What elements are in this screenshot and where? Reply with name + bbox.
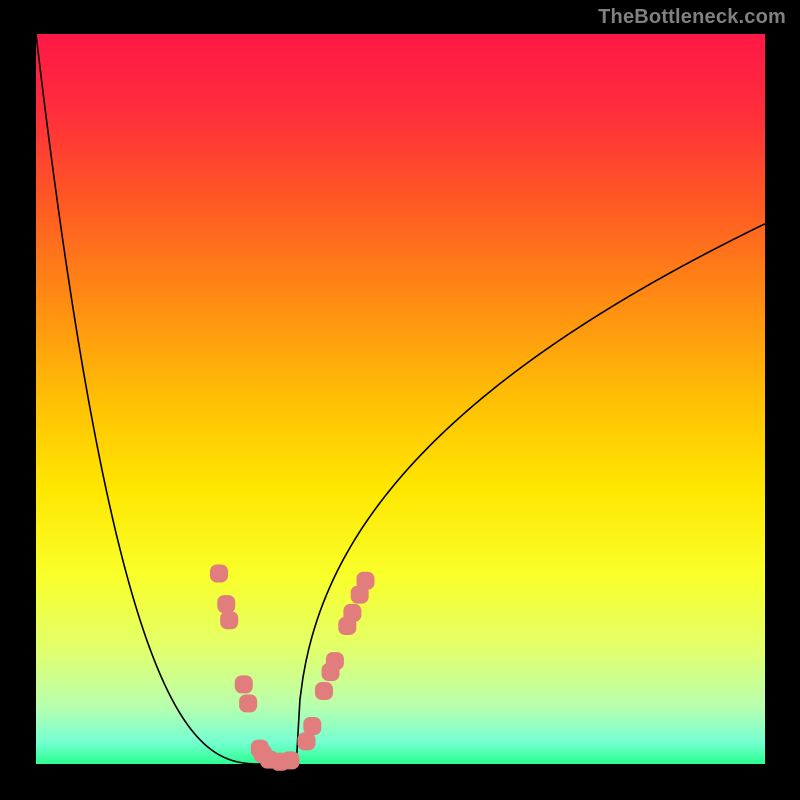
highlight-marker bbox=[235, 675, 253, 693]
highlight-marker bbox=[326, 652, 344, 670]
highlight-marker bbox=[343, 604, 361, 622]
highlight-marker bbox=[357, 572, 375, 590]
highlight-marker bbox=[210, 564, 228, 582]
bottleneck-chart bbox=[0, 0, 800, 800]
highlight-marker bbox=[281, 751, 299, 769]
highlight-marker bbox=[220, 611, 238, 629]
highlight-marker bbox=[315, 682, 333, 700]
highlight-marker bbox=[217, 595, 235, 613]
highlight-marker bbox=[303, 717, 321, 735]
highlight-marker bbox=[297, 732, 315, 750]
highlight-marker bbox=[239, 694, 257, 712]
chart-container: TheBottleneck.com bbox=[0, 0, 800, 800]
